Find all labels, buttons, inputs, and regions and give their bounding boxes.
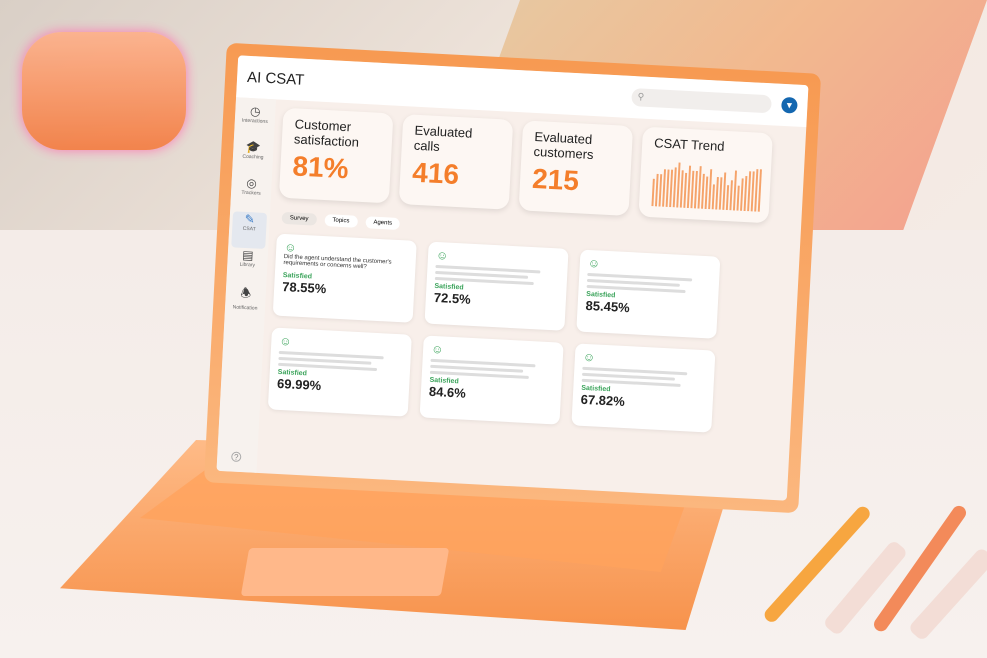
trend-bar (732, 170, 737, 211)
tab-agents[interactable]: Agents (365, 216, 401, 231)
sidebar: ◷ Interactions 🎓 Coaching ◎ Trackers ✎ CSAT … (216, 97, 277, 473)
sidebar-item-csat[interactable]: ✎ CSAT (231, 211, 268, 250)
kpi-evaluated-customers: Evaluated customers 215 (518, 120, 634, 216)
search-input[interactable]: ⚲ (631, 87, 772, 114)
tray (22, 32, 186, 150)
filter-icon[interactable]: ▼ (781, 96, 798, 114)
help-icon[interactable]: ? (231, 451, 242, 463)
trend-bar (651, 178, 655, 207)
library-icon: ▤ (241, 247, 254, 263)
kpi-title: Evaluated customers (533, 128, 594, 163)
trend-bar (711, 184, 715, 210)
trackpad (240, 548, 450, 596)
bell-icon: 🕭 (240, 285, 252, 301)
trend-bar (729, 180, 733, 211)
survey-card[interactable]: ☺ Satisfied 85.45% (576, 249, 721, 339)
kpi-title: Evaluated calls (413, 122, 473, 155)
trend-bar (704, 176, 709, 210)
sidebar-item-coaching[interactable]: 🎓 Coaching (242, 139, 264, 161)
trend-bar (676, 162, 681, 208)
kpi-value: 215 (531, 162, 580, 197)
trend-bar (750, 171, 755, 212)
trend-bar (658, 174, 663, 207)
sidebar-item-trackers[interactable]: ◎ Trackers (241, 175, 261, 197)
trend-bar (736, 185, 740, 211)
trend-bar (747, 171, 752, 212)
main-content: Customer satisfaction 81% Evaluated calls… (267, 107, 798, 437)
trend-bar (743, 176, 748, 212)
csat-icon: ✎ (244, 211, 256, 227)
survey-card[interactable]: ☺ Satisfied 69.99% (267, 327, 412, 417)
survey-card[interactable]: ☺ Did the agent understand the customer's… (272, 233, 417, 323)
trend-bar (715, 177, 719, 210)
survey-card[interactable]: ☺ Satisfied 67.82% (571, 343, 716, 433)
trend-bar (718, 177, 723, 210)
clock-icon: ◷ (249, 104, 261, 119)
trend-bar (722, 172, 727, 210)
kpi-value: 416 (411, 156, 460, 191)
trend-bar (754, 169, 759, 212)
laptop-screen: AI CSAT ⚲ ▼ ◷ Interactions 🎓 Coaching ◎ Tra… (203, 42, 822, 514)
chart-title: CSAT Trend (653, 135, 725, 154)
trend-bar (654, 173, 659, 207)
trend-bar (701, 173, 705, 209)
trend-bar (708, 169, 713, 210)
survey-cards: ☺ Did the agent understand the customer's… (267, 233, 792, 437)
trend-bar (725, 185, 730, 211)
app-window: AI CSAT ⚲ ▼ ◷ Interactions 🎓 Coaching ◎ Tra… (216, 55, 809, 501)
csat-trend-chart (651, 162, 762, 212)
trend-bar (669, 169, 674, 208)
csat-trend-card: CSAT Trend (638, 126, 773, 224)
trend-bar (693, 170, 698, 209)
trend-bar (686, 165, 692, 209)
kpi-customer-satisfaction: Customer satisfaction 81% (278, 107, 394, 204)
trend-bar (683, 172, 688, 208)
survey-card[interactable]: ☺ Satisfied 72.5% (424, 241, 569, 331)
kpi-value: 81% (291, 150, 350, 185)
trend-bar (672, 167, 677, 208)
trend-bar (679, 170, 684, 208)
tab-topics[interactable]: Topics (324, 214, 358, 228)
trend-bar (740, 178, 744, 211)
trend-bar (697, 166, 702, 209)
trend-bar (690, 170, 695, 209)
survey-card[interactable]: ☺ Satisfied 84.6% (419, 335, 564, 425)
sidebar-item-interactions[interactable]: ◷ Interactions (241, 104, 268, 125)
tab-survey[interactable]: Survey (281, 211, 317, 226)
trend-bar (662, 169, 666, 207)
app-title: AI CSAT (246, 68, 305, 89)
target-icon: ◎ (245, 175, 258, 191)
graduation-cap-icon: 🎓 (245, 139, 262, 155)
sidebar-item-library[interactable]: ▤ Library (239, 247, 256, 269)
sidebar-item-notification[interactable]: 🕭 Notification (232, 285, 258, 312)
search-icon: ⚲ (637, 91, 645, 102)
trend-bar (665, 169, 670, 208)
kpi-evaluated-calls: Evaluated calls 416 (398, 114, 514, 210)
kpi-title: Customer satisfaction (293, 116, 360, 150)
trend-bar (757, 169, 762, 212)
